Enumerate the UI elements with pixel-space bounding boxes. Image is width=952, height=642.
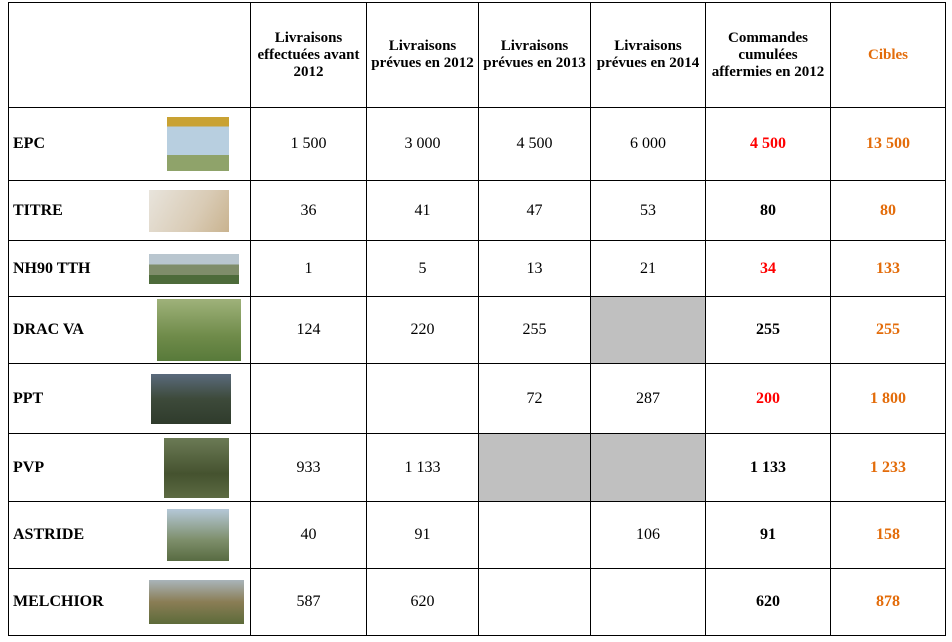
table-cell: 1 133 <box>706 434 831 502</box>
table-cell: 80 <box>831 181 946 241</box>
table-cell: 158 <box>831 502 946 569</box>
table-cell: 587 <box>251 569 367 636</box>
table-cell: 53 <box>591 181 706 241</box>
row-label-text: EPC <box>13 135 45 152</box>
table-cell: 47 <box>479 181 591 241</box>
table-cell: 620 <box>706 569 831 636</box>
table-cell <box>479 434 591 502</box>
table-cell: 1 800 <box>831 364 946 434</box>
row-label: DRAC VA <box>9 297 251 364</box>
table-cell: 41 <box>367 181 479 241</box>
table-cell <box>479 502 591 569</box>
table-cell: 4 500 <box>706 108 831 181</box>
table-cell: 255 <box>479 297 591 364</box>
row-image <box>149 190 229 232</box>
table-cell: 4 500 <box>479 108 591 181</box>
table-cell <box>591 434 706 502</box>
row-label: EPC <box>9 108 251 181</box>
table-cell: 5 <box>367 241 479 297</box>
row-image <box>164 438 229 498</box>
table-cell: 620 <box>367 569 479 636</box>
table-cell: 106 <box>591 502 706 569</box>
table-cell: 13 <box>479 241 591 297</box>
corner-cell <box>9 3 251 108</box>
header-cell: Cibles <box>831 3 946 108</box>
table-cell: 1 133 <box>367 434 479 502</box>
header-cell: Livraisons prévues en 2013 <box>479 3 591 108</box>
table-cell: 1 <box>251 241 367 297</box>
table-cell: 72 <box>479 364 591 434</box>
header-row: Livraisons effectuées avant 2012 Livrais… <box>9 3 946 108</box>
row-label-text: MELCHIOR <box>13 593 104 610</box>
table-cell: 878 <box>831 569 946 636</box>
row-label: TITRE <box>9 181 251 241</box>
header-cell: Livraisons effectuées avant 2012 <box>251 3 367 108</box>
row-label: MELCHIOR <box>9 569 251 636</box>
row-label: PPT <box>9 364 251 434</box>
table-cell: 124 <box>251 297 367 364</box>
table-cell <box>479 569 591 636</box>
table-cell: 91 <box>706 502 831 569</box>
header-cell: Commandes cumulées affermies en 2012 <box>706 3 831 108</box>
table-cell: 36 <box>251 181 367 241</box>
row-label-text: NH90 TTH <box>13 260 91 277</box>
row-label-text: PPT <box>13 390 43 407</box>
row-label-text: DRAC VA <box>13 321 84 338</box>
row-image <box>149 254 239 284</box>
table-cell: 220 <box>367 297 479 364</box>
table-cell: 13 500 <box>831 108 946 181</box>
table-cell: 91 <box>367 502 479 569</box>
table-cell: 21 <box>591 241 706 297</box>
row-label-text: PVP <box>13 459 44 476</box>
table-cell <box>591 297 706 364</box>
row-label-text: ASTRIDE <box>13 526 84 543</box>
table-cell: 40 <box>251 502 367 569</box>
row-label-text: TITRE <box>13 202 63 219</box>
table: Livraisons effectuées avant 2012 Livrais… <box>8 2 946 636</box>
table-cell: 1 500 <box>251 108 367 181</box>
table-cell <box>591 569 706 636</box>
row-image <box>167 509 229 561</box>
row-label: PVP <box>9 434 251 502</box>
row-image <box>151 374 231 424</box>
table-cell: 34 <box>706 241 831 297</box>
table-cell: 1 233 <box>831 434 946 502</box>
header-cell: Livraisons prévues en 2012 <box>367 3 479 108</box>
table-cell: 255 <box>831 297 946 364</box>
table-cell <box>367 364 479 434</box>
table-cell: 200 <box>706 364 831 434</box>
table-cell: 255 <box>706 297 831 364</box>
table-cell: 287 <box>591 364 706 434</box>
table-cell: 80 <box>706 181 831 241</box>
table-cell: 933 <box>251 434 367 502</box>
row-label: ASTRIDE <box>9 502 251 569</box>
page: Livraisons effectuées avant 2012 Livrais… <box>0 0 952 642</box>
table-cell: 3 000 <box>367 108 479 181</box>
table-cell: 133 <box>831 241 946 297</box>
row-image <box>149 580 244 624</box>
table-cell: 6 000 <box>591 108 706 181</box>
header-cell: Livraisons prévues en 2014 <box>591 3 706 108</box>
table-cell <box>251 364 367 434</box>
row-label: NH90 TTH <box>9 241 251 297</box>
row-image <box>157 299 241 361</box>
row-image <box>167 117 229 171</box>
